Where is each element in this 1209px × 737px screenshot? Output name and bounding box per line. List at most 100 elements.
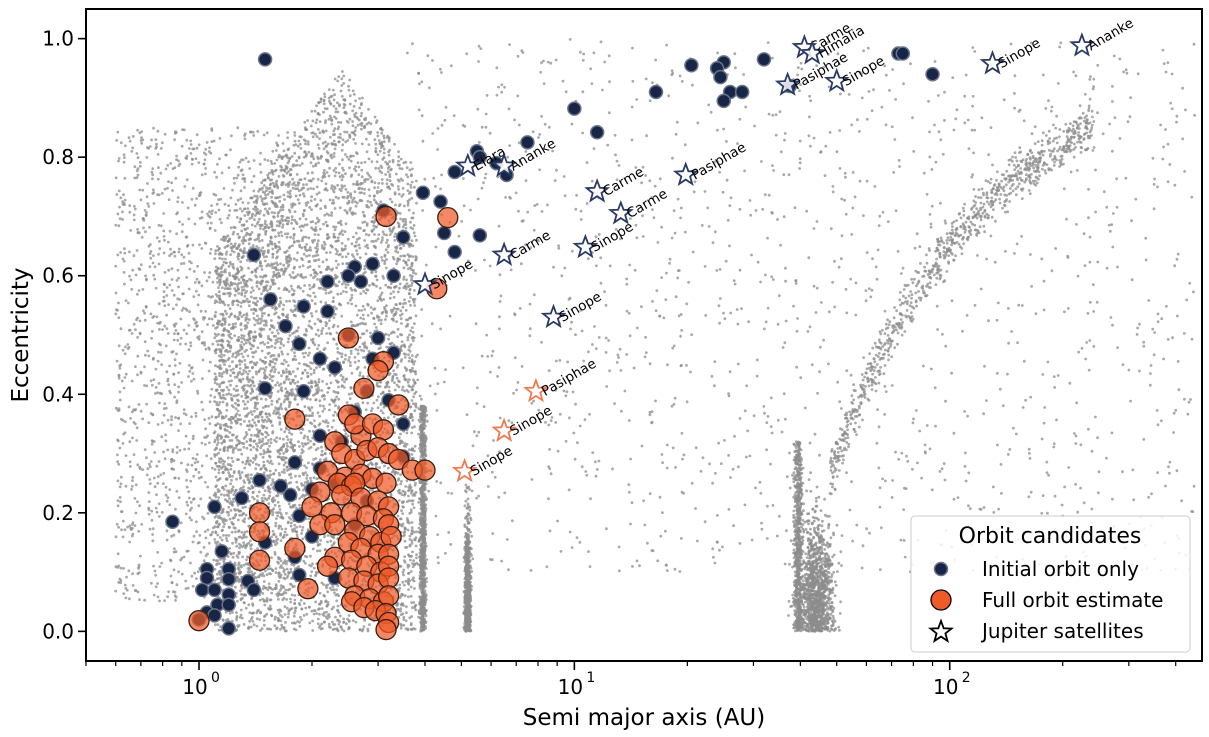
background-point — [379, 241, 383, 244]
background-point — [217, 451, 221, 455]
background-point — [305, 477, 309, 480]
background-point — [336, 236, 340, 240]
background-point — [388, 179, 392, 183]
background-point — [250, 433, 253, 437]
background-point — [405, 166, 409, 170]
background-point — [276, 220, 279, 223]
background-point — [376, 406, 380, 410]
background-point — [218, 392, 222, 395]
background-point — [364, 116, 368, 120]
background-point — [336, 629, 340, 633]
background-point — [302, 194, 306, 198]
background-point — [304, 275, 307, 279]
background-point — [236, 556, 240, 559]
background-point — [337, 594, 340, 598]
background-point — [382, 298, 385, 301]
background-point — [240, 336, 243, 340]
background-point — [265, 189, 268, 193]
background-point — [329, 539, 333, 543]
background-point — [330, 214, 333, 217]
background-point — [237, 530, 240, 533]
background-point — [223, 427, 227, 431]
background-point — [315, 216, 319, 220]
background-point — [367, 157, 371, 161]
background-point — [282, 452, 286, 455]
background-point — [288, 180, 292, 184]
background-point — [260, 415, 264, 419]
background-point — [277, 397, 281, 401]
background-point — [367, 205, 371, 209]
background-point — [370, 407, 374, 410]
background-point — [279, 405, 282, 408]
background-point — [245, 406, 249, 410]
background-point — [234, 540, 238, 544]
background-point — [238, 370, 242, 374]
background-point — [397, 155, 401, 159]
background-point — [225, 539, 229, 543]
background-point — [414, 481, 417, 485]
background-point — [277, 234, 281, 238]
background-point — [353, 212, 357, 216]
background-point — [239, 608, 243, 612]
background-point — [335, 266, 339, 270]
background-point — [247, 211, 251, 215]
background-point — [349, 154, 353, 158]
background-point — [303, 126, 307, 129]
background-point — [414, 255, 417, 258]
background-point — [223, 522, 226, 526]
background-point — [253, 323, 257, 327]
background-point — [353, 133, 357, 137]
background-point — [313, 198, 317, 201]
background-point — [333, 591, 336, 595]
background-point — [301, 314, 305, 317]
background-point — [387, 185, 391, 189]
background-point — [332, 98, 336, 102]
background-point — [318, 624, 322, 628]
background-point — [303, 405, 307, 409]
background-point — [277, 371, 281, 375]
background-point — [274, 383, 277, 387]
background-point — [242, 274, 246, 277]
background-point — [328, 319, 331, 322]
background-point — [265, 255, 268, 258]
background-point — [234, 514, 237, 517]
background-point — [266, 567, 270, 571]
background-point — [314, 573, 318, 576]
background-point — [357, 243, 361, 247]
background-point — [249, 547, 253, 551]
background-point — [273, 624, 277, 628]
background-point — [257, 189, 260, 193]
background-point — [414, 544, 418, 548]
background-point — [347, 359, 350, 362]
background-point — [221, 510, 225, 514]
background-point — [397, 225, 401, 229]
background-point — [326, 391, 330, 394]
background-point — [238, 473, 242, 477]
background-point — [271, 255, 275, 259]
background-point — [216, 433, 220, 437]
background-point — [375, 381, 379, 385]
background-point — [345, 377, 349, 381]
background-point — [226, 463, 230, 466]
background-point — [410, 521, 414, 524]
background-point — [398, 286, 401, 290]
background-point — [242, 445, 246, 449]
background-point — [413, 297, 417, 301]
background-point — [287, 610, 291, 613]
background-point — [401, 186, 405, 190]
background-point — [374, 326, 378, 329]
background-point — [348, 133, 351, 137]
background-point — [244, 606, 248, 610]
background-point — [407, 494, 410, 498]
background-point — [267, 582, 271, 586]
background-point — [399, 432, 402, 436]
background-point — [292, 234, 296, 237]
background-point — [372, 227, 376, 231]
background-point — [351, 89, 355, 93]
background-point — [360, 191, 363, 195]
background-point — [348, 78, 352, 82]
background-point — [314, 570, 318, 574]
background-point — [273, 503, 277, 507]
background-point — [405, 431, 409, 435]
background-point — [409, 186, 413, 189]
